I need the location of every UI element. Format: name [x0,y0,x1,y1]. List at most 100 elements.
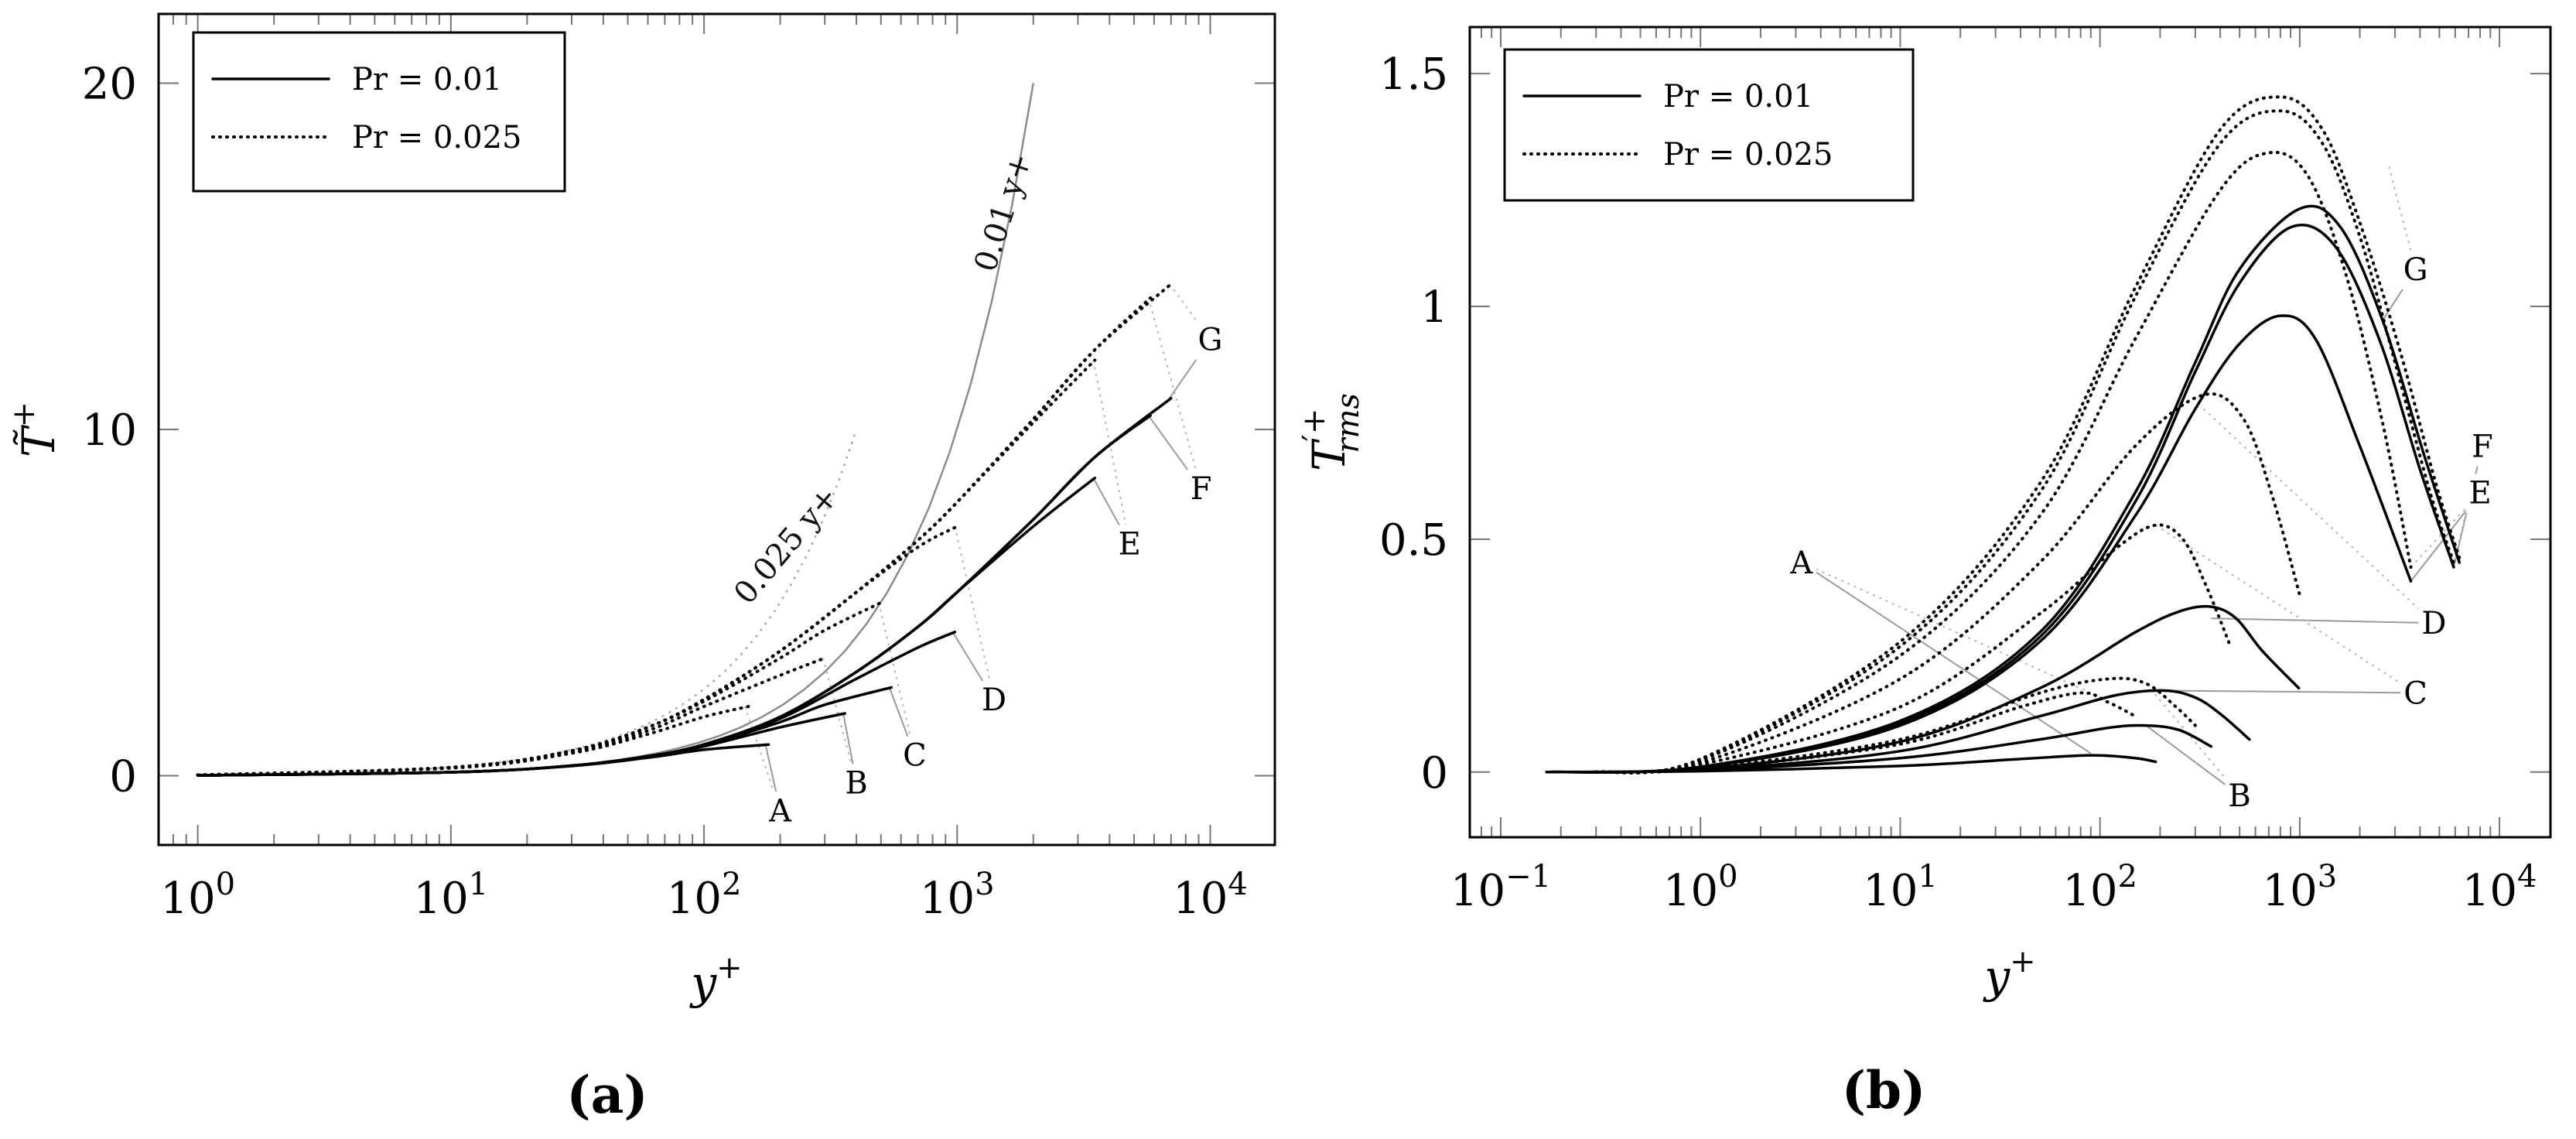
x-tick-label: 104 [2462,859,2537,916]
series-G-pr-0.01 [1545,204,2462,774]
case-label-B: B [845,765,867,801]
series-D-pr-0.025 [196,525,959,777]
case-label-D: D [982,682,1006,718]
legend: Pr = 0.01 Pr = 0.025 [1503,48,1915,202]
series-G-pr-0.025 [196,282,1173,777]
case-label-F: F [1191,471,1212,507]
leader-dotted-F [1147,297,1202,489]
x-tick-label: 100 [160,867,235,924]
series-B-pr-0.01 [196,712,846,777]
series-D-pr-0.01 [1545,604,2301,774]
series-F-pr-0.025 [1594,109,2455,775]
x-axis-ticks [158,14,1211,845]
case-label-bg [2465,474,2495,513]
x-tick-label: 10−1 [1450,859,1551,916]
legend-box [192,31,566,193]
x-tick-label: 102 [667,867,742,924]
case-label-bg [2468,427,2496,467]
case-label-A: A [1789,546,1813,581]
y-tick-label: 0 [109,752,137,802]
case-label-bg [1194,320,1226,360]
case-label-bg [2225,776,2254,816]
y-tick-label: 0.5 [1379,515,1448,566]
x-tick-label: 101 [1863,859,1938,916]
leader-solid-C [2164,689,2416,694]
case-label-bg [979,681,1010,720]
y-tick-label: 0 [1420,748,1448,799]
case-label-bg [2400,674,2431,713]
series-D-pr-0.025 [1594,392,2301,775]
case-label-E: E [1119,527,1141,563]
series-E-pr-0.025 [196,358,1097,777]
legend-entry-label: Pr = 0.01 [1663,79,1813,115]
case-label-B: B [2228,778,2250,814]
leader-solid-B [2145,724,2240,796]
y-axis-label: T′+rms [1297,393,1366,471]
case-label-G: G [1197,323,1222,358]
leader-dotted-C [2155,525,2417,694]
panel-b: 10−1 100 101 102 103 104 0 0.5 1 1.5 A B CD EF G Pr = 0… [1297,26,2552,1003]
y-axis-ticks [159,82,1275,777]
x-tick-label: 102 [2062,859,2137,916]
case-label-A: A [768,793,792,829]
series-C-pr-0.025 [196,600,883,777]
y-tick-label: 1.5 [1379,50,1448,100]
leader-dotted-D [2202,408,2435,624]
0.01-y-plus-label: 0.01 y+ [968,149,1040,275]
x-tick-label: 103 [920,867,995,924]
plot-frame [157,12,1276,847]
legend-entry-label: Pr = 0.025 [352,120,522,156]
leader-solid-A [1801,562,2092,754]
legend-entry-label: Pr = 0.025 [1663,137,1833,173]
series-E-pr-0.025 [1594,150,2413,775]
leader-solid-D [2211,617,2434,624]
series-C-pr-0.025 [1594,523,2233,774]
case-label-G: G [2403,252,2428,288]
case-label-bg [1786,543,1817,583]
x-tick-label: 100 [1663,859,1738,916]
y-axis-ticks [1470,73,2550,773]
case-label-bg [842,764,871,803]
case-label-bg [1115,525,1144,564]
case-label-bg [2418,604,2450,644]
x-tick-label: 103 [2263,859,2338,916]
leader-dotted-C [877,602,916,755]
series-B-pr-0.025 [196,656,827,777]
legend: Pr = 0.01 Pr = 0.025 [192,31,566,193]
data-series [1545,95,2462,775]
series-G-pr-0.01 [196,396,1173,777]
case-label-bg [900,736,930,775]
x-tick-label: 101 [414,867,489,924]
leader-dotted-B [822,658,858,783]
series-B-pr-0.025 [1594,676,2197,774]
case-label-F: F [2472,429,2493,465]
plot-frame [1468,26,2552,839]
case-label-C: C [2403,676,2427,711]
case-label-D: D [2421,606,2446,641]
x-axis-label: y+ [1982,944,2035,1003]
data-series [196,282,1173,777]
case-label-bg [1187,470,1215,509]
y-axis-label: T̃+ [6,402,65,457]
legend-box [1503,48,1915,202]
series-E-pr-0.01 [1545,314,2413,774]
y-tick-label: 1 [1420,282,1448,333]
caption-a: (a) [566,1065,647,1125]
y-tick-label: 20 [82,60,137,110]
case-label-E: E [2468,476,2491,511]
x-tick-label: 104 [1173,867,1248,924]
x-axis-label: y+ [688,950,742,1009]
case-label-C: C [903,738,927,774]
legend-entry-label: Pr = 0.01 [352,62,502,97]
series-F-pr-0.01 [1545,223,2455,774]
case-label-bg [2400,250,2431,289]
y-tick-label: 10 [82,405,137,456]
leader-dotted-E [1092,360,1131,544]
leader-dotted-D [954,526,996,700]
x-axis-ticks [1469,27,2501,837]
case-label-bg [765,792,796,831]
caption-b: (b) [1842,1060,1926,1120]
series-A-pr-0.025 [196,705,750,777]
